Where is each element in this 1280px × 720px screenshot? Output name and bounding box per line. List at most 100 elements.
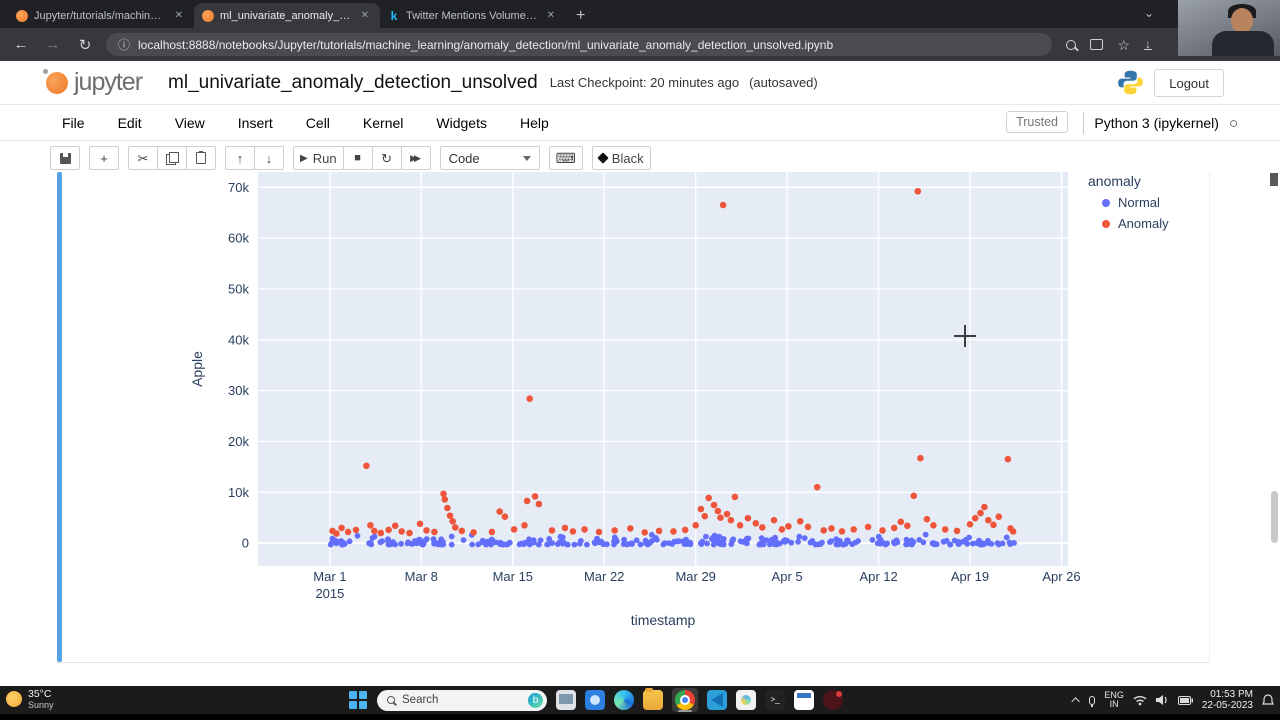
letterbox-strip — [0, 714, 1280, 720]
anomaly-points[interactable] — [329, 188, 1017, 537]
zoom-icon[interactable] — [1066, 39, 1077, 50]
save-button[interactable] — [50, 146, 80, 170]
language-indicator[interactable]: ENG IN — [1104, 689, 1124, 709]
photos-app-icon[interactable] — [736, 690, 756, 710]
anomaly-scatter-chart[interactable]: Mar 1 Mar 8 Mar 15 Mar 22 Mar 29 Apr 5 Apr 12 A… — [186, 170, 1086, 640]
run-button[interactable]: ▶ Run — [293, 146, 344, 170]
black-format-button[interactable]: Black — [591, 146, 651, 170]
camera-app-icon[interactable] — [585, 690, 605, 710]
chevron-down-icon — [522, 155, 531, 161]
weather-widget[interactable]: 35°C Sunny — [6, 688, 54, 710]
taskbar-search-box[interactable]: Search b — [377, 689, 547, 711]
mic-icon[interactable] — [1089, 695, 1096, 707]
side-panel-icon[interactable] — [1090, 39, 1104, 50]
menu-widgets[interactable]: Widgets — [436, 114, 487, 131]
address-bar[interactable]: ⓘ localhost:8888/notebooks/Jupyter/tutor… — [106, 33, 1053, 56]
tab-jupyter-home[interactable]: Jupyter/tutorials/machine_learni... ✕ — [8, 3, 194, 28]
legend-item-anomaly[interactable]: Anomaly — [1088, 216, 1198, 231]
svg-text:timestamp: timestamp — [631, 612, 696, 628]
normal-points[interactable] — [327, 531, 1017, 548]
legend-item-normal[interactable]: Normal — [1088, 195, 1198, 210]
notification-bell-icon[interactable] — [1262, 694, 1274, 706]
menu-edit[interactable]: Edit — [117, 114, 142, 131]
date-text: 22-05-2023 — [1201, 700, 1253, 711]
python-logo-icon — [1118, 70, 1143, 95]
menu-cell[interactable]: Cell — [305, 114, 330, 131]
file-explorer-icon[interactable] — [643, 688, 663, 710]
restart-run-all-button[interactable]: ▶▶ — [400, 146, 431, 170]
edge-icon[interactable] — [614, 690, 634, 710]
cell-type-value: Code — [448, 150, 480, 166]
vscode-icon[interactable] — [707, 690, 727, 710]
copy-cell-button[interactable] — [157, 146, 187, 170]
tab-close-icon[interactable]: ✕ — [546, 10, 555, 21]
notebook-toolbar: + ✂ ↑ ↓ ▶ Run ■ ↻ ▶▶ Code — [0, 141, 1280, 175]
task-view-icon[interactable] — [556, 690, 576, 710]
browser-action-icons: ☆ ↓ — [1066, 38, 1152, 52]
svg-text:Mar 8: Mar 8 — [405, 569, 438, 584]
cursor-crosshair — [954, 325, 976, 347]
svg-text:Mar 1: Mar 1 — [313, 569, 346, 584]
move-cell-up-button[interactable]: ↑ — [225, 146, 255, 170]
menu-kernel[interactable]: Kernel — [362, 114, 404, 131]
cut-cell-button[interactable]: ✂ — [128, 146, 158, 170]
menu-view[interactable]: View — [174, 114, 205, 131]
svg-text:Apr 19: Apr 19 — [951, 569, 989, 584]
svg-text:40k: 40k — [228, 332, 249, 347]
axis-tick-labels: Mar 1 Mar 8 Mar 15 Mar 22 Mar 29 Apr 5 Apr 12 A… — [228, 180, 1081, 601]
reload-icon[interactable]: ↻ — [78, 36, 92, 54]
tab-close-icon[interactable]: ✕ — [174, 10, 183, 21]
terminal-icon[interactable]: >_ — [765, 690, 785, 710]
selected-cell-indicator[interactable] — [57, 172, 62, 662]
restart-kernel-button[interactable]: ↻ — [371, 146, 402, 170]
tab-close-icon[interactable]: ✕ — [360, 10, 369, 21]
new-tab-button[interactable]: + — [576, 7, 586, 24]
search-icon — [387, 696, 395, 704]
bookmark-star-icon[interactable]: ☆ — [1117, 36, 1130, 53]
notebook-title[interactable]: ml_univariate_anomaly_detection_unsolved — [168, 71, 538, 93]
axis-titles: timestamp Apple — [189, 351, 695, 628]
url-text: localhost:8888/notebooks/Jupyter/tutoria… — [138, 37, 834, 52]
volume-icon[interactable] — [1155, 694, 1169, 706]
legend-swatch-anomaly — [1102, 219, 1110, 228]
paste-icon — [196, 150, 206, 164]
command-palette-button[interactable]: ⌨ — [548, 146, 583, 170]
logout-button[interactable]: Logout — [1154, 69, 1224, 97]
run-label: Run — [312, 150, 337, 166]
chrome-active-slot[interactable] — [672, 688, 698, 712]
downloads-icon[interactable]: ↓ — [1144, 37, 1152, 51]
tray-chevron-icon[interactable] — [1071, 697, 1081, 706]
battery-icon[interactable] — [1177, 695, 1193, 705]
forward-icon[interactable]: → — [45, 36, 61, 53]
interrupt-kernel-button[interactable]: ■ — [342, 146, 373, 170]
taskbar-clock[interactable]: 01:53 PM 22-05-2023 — [1202, 689, 1253, 711]
start-button-icon[interactable] — [348, 690, 368, 710]
scrollbar-thumb[interactable] — [1271, 491, 1278, 543]
tab-search-chevron-icon[interactable]: ⌄ — [1143, 6, 1154, 20]
sun-icon — [6, 691, 22, 707]
paste-cell-button[interactable] — [186, 146, 216, 170]
jupyter-favicon — [202, 9, 214, 22]
legend-title: anomaly — [1088, 173, 1141, 189]
move-cell-down-button[interactable]: ↓ — [254, 146, 284, 170]
plot-background[interactable] — [258, 172, 1068, 566]
taskbar-center-icons: Search b >_ — [348, 686, 843, 714]
scrollbar-marker[interactable] — [1270, 173, 1278, 186]
menu-insert[interactable]: Insert — [237, 114, 273, 131]
chrome-icon[interactable] — [675, 690, 695, 710]
tab-notebook[interactable]: ml_univariate_anomaly_detecti... ✕ — [194, 3, 380, 28]
menu-file[interactable]: File — [62, 114, 85, 131]
back-icon[interactable]: ← — [13, 36, 29, 53]
add-cell-button[interactable]: + — [89, 146, 119, 170]
jupyter-logo[interactable]: jupyter — [43, 68, 143, 97]
recorder-app-icon[interactable] — [823, 690, 843, 710]
svg-text:Apr 26: Apr 26 — [1042, 569, 1080, 584]
site-info-icon[interactable]: ⓘ — [118, 38, 131, 52]
cell-bottom-border — [57, 662, 1210, 663]
wifi-icon[interactable] — [1133, 694, 1147, 706]
time-text: 01:53 PM — [1210, 689, 1253, 700]
cell-type-select[interactable]: Code — [439, 146, 540, 170]
menu-help[interactable]: Help — [519, 114, 549, 131]
window-app-icon[interactable] — [794, 690, 814, 710]
tab-twitter-mentions[interactable]: k Twitter Mentions Volumes 📊 |K... ✕ — [380, 3, 566, 28]
